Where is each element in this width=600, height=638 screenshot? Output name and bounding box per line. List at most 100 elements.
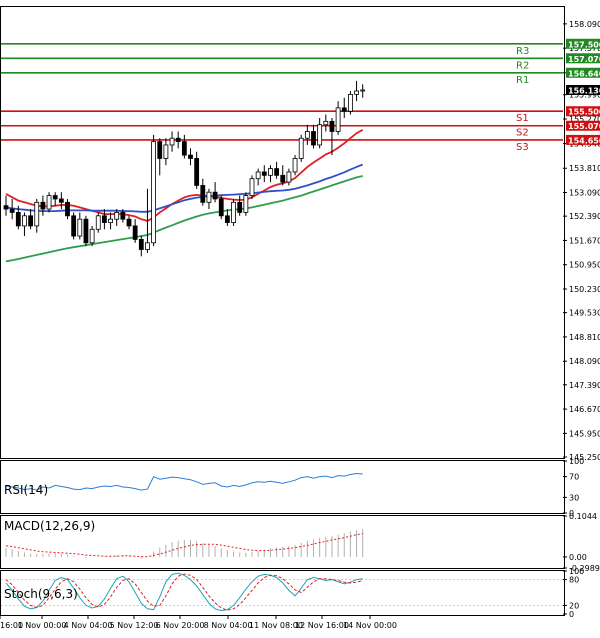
candle xyxy=(77,212,83,240)
candle xyxy=(329,117,335,156)
candle-body-up xyxy=(206,191,212,203)
candle-body-down xyxy=(126,218,132,227)
price-tick-label: 148.810 xyxy=(569,333,600,342)
candle xyxy=(323,114,329,132)
rsi-plot: 100 70 30 0 xyxy=(5,457,584,518)
time-tick-label: 8 Nov 04:00 xyxy=(204,621,253,630)
candle xyxy=(181,134,187,159)
candle xyxy=(46,192,52,213)
candle-body-down xyxy=(71,215,77,237)
candle-body-up xyxy=(22,215,27,227)
rsi-tick-label: 0 xyxy=(569,509,574,518)
candle-body-up xyxy=(231,201,236,223)
candle xyxy=(34,198,40,233)
candle xyxy=(212,182,218,203)
candle xyxy=(335,101,341,135)
candle-body-down xyxy=(181,141,187,156)
level-name-s1: S1 xyxy=(516,113,529,124)
candle xyxy=(108,212,113,230)
candle xyxy=(157,138,163,176)
candle-body-down xyxy=(138,239,144,250)
candle-body-down xyxy=(157,141,163,159)
candle xyxy=(3,195,9,216)
candle-body-down xyxy=(218,198,224,217)
stoch-tick-label: 100 xyxy=(569,567,584,576)
price-tick-label: 145.950 xyxy=(569,429,600,438)
stoch-tick-label: 20 xyxy=(569,601,579,610)
candle xyxy=(58,192,64,210)
rsi-tick-label: 30 xyxy=(569,493,579,502)
candle xyxy=(83,215,89,247)
level-price-tag-bg xyxy=(566,106,600,117)
candle-body-up xyxy=(286,171,292,183)
rsi-tick-label: 70 xyxy=(569,473,579,482)
candle-body-up xyxy=(46,195,52,210)
time-axis: 16:001 Nov 00:004 Nov 04:005 Nov 12:006 … xyxy=(0,615,397,630)
candle xyxy=(243,192,249,216)
price-tick-label: 158.090 xyxy=(569,20,600,29)
time-tick-label: 16:00 xyxy=(0,621,23,630)
level-name-s2: S2 xyxy=(516,128,529,139)
macd-panel-frame xyxy=(0,515,565,569)
candle-body-down xyxy=(40,201,46,210)
candle-body-up xyxy=(298,137,304,159)
candle-body-up xyxy=(292,158,298,173)
candle-body-up xyxy=(89,228,95,244)
level-price-tag: 157.070 xyxy=(568,55,600,64)
candle xyxy=(126,215,132,230)
price-tick-label: 155.270 xyxy=(569,115,600,124)
candle-body-up xyxy=(304,131,310,139)
candle-body-down xyxy=(329,120,335,132)
candle-body-down xyxy=(15,212,21,227)
price-tick-label: 151.670 xyxy=(569,236,600,245)
level-price-tag-bg xyxy=(566,38,600,49)
candle xyxy=(347,90,353,115)
candle-body-down xyxy=(120,212,126,220)
candle-body-up xyxy=(145,242,150,250)
candle-body-up xyxy=(114,212,120,220)
time-tick-label: 6 Nov 20:00 xyxy=(156,621,205,630)
level-price-tag-bg xyxy=(566,67,600,78)
candle xyxy=(95,212,101,233)
candle xyxy=(354,80,359,102)
candle xyxy=(22,212,27,237)
macd-plot: 0.1044 0.00 -0.2989 xyxy=(5,512,600,573)
candle xyxy=(218,195,224,220)
rsi-label: RSI(14) xyxy=(4,483,48,497)
stoch-panel-frame xyxy=(0,570,565,616)
candle xyxy=(311,124,316,149)
candle xyxy=(224,209,230,226)
main-price-plot: R3 R2 R1 S1 S2 S3 xyxy=(1,42,563,263)
level-price-tag: 155.070 xyxy=(568,122,600,131)
candle xyxy=(175,131,181,149)
candle xyxy=(274,161,280,179)
level-price-tag-bg xyxy=(566,120,600,131)
level-price-tag-bg xyxy=(566,134,600,145)
candle-body-up xyxy=(323,120,329,126)
candle-body-up xyxy=(335,107,341,132)
candle-body-up xyxy=(77,218,83,237)
price-tick-label: 145.250 xyxy=(569,453,600,462)
candle xyxy=(132,219,138,243)
candle xyxy=(268,165,273,183)
stoch-d-line xyxy=(5,573,363,611)
current-price-tag-bg xyxy=(566,84,600,95)
candle xyxy=(188,148,193,166)
level-price-tag: 156.640 xyxy=(568,69,600,78)
price-tick-label: 153.810 xyxy=(569,164,600,173)
candle xyxy=(163,138,169,166)
level-name-s3: S3 xyxy=(516,142,529,153)
candle-body-up xyxy=(249,178,255,196)
candle-body-down xyxy=(224,215,230,223)
macd-label: MACD(12,26,9) xyxy=(4,519,95,533)
rsi-tick-label: 100 xyxy=(569,457,584,466)
candle xyxy=(341,97,347,118)
candle xyxy=(52,192,58,206)
price-tick-label: 149.530 xyxy=(569,309,600,318)
candle-body-down xyxy=(261,171,267,176)
candle-body-down xyxy=(194,158,200,186)
candle-body-down xyxy=(28,215,34,227)
candle xyxy=(120,209,126,223)
candle-body-down xyxy=(274,168,280,176)
candle xyxy=(206,188,212,210)
